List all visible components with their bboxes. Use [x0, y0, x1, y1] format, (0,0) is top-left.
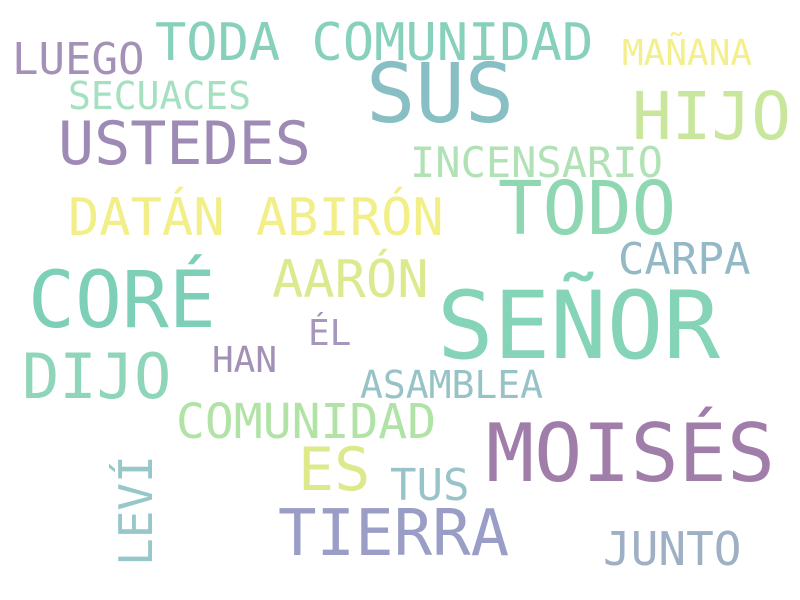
word-levi: LEVÍ	[109, 455, 163, 566]
word-incensario: INCENSARIO	[410, 138, 663, 187]
word-carpa: CARPA	[618, 234, 751, 285]
word-secuaces: SECUACES	[68, 74, 252, 118]
word-aaron: AARÓN	[272, 250, 429, 310]
word-tierra: TIERRA	[278, 497, 510, 571]
word-senor: SEÑOR	[437, 272, 720, 381]
word-asamblea: ASAMBLEA	[360, 363, 544, 407]
word-core: CORÉ	[28, 256, 216, 346]
word-junto: JUNTO	[603, 522, 742, 576]
word-todo: TODO	[498, 166, 677, 252]
word-toda-comunidad: TODA COMUNIDAD	[155, 13, 594, 73]
word-ustedes: USTEDES	[58, 109, 311, 179]
word-han: HAN	[212, 340, 278, 381]
word-tus: TUS	[390, 460, 470, 511]
word-comunidad: COMUNIDAD	[176, 394, 437, 450]
word-luego: LUEGO	[12, 34, 145, 85]
word-hijo: HIJO	[632, 78, 791, 155]
word-datan-abiron: DATÁN ABIRÓN	[68, 188, 444, 248]
word-sus: SUS	[366, 47, 515, 142]
word-es: ES	[298, 435, 371, 505]
word-manana: MAÑANA	[622, 33, 753, 74]
word-el: ÉL	[308, 313, 352, 354]
word-dijo: DIJO	[22, 340, 172, 413]
word-moises: MOISÉS	[486, 407, 775, 500]
